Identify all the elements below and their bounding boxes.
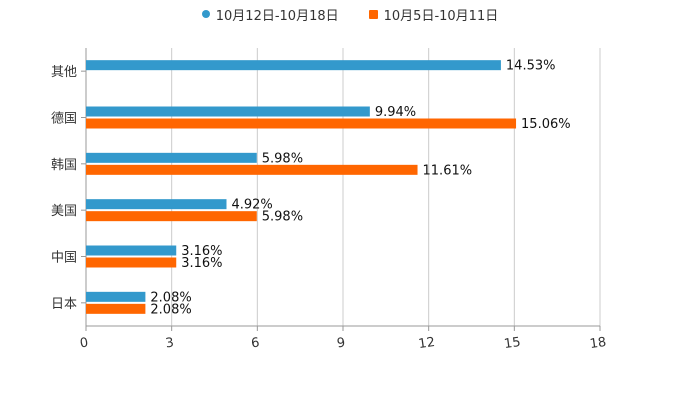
category-label-2: 韩国: [51, 158, 77, 173]
category-label-1: 德国: [51, 112, 77, 127]
data-label-s1-5: 2.08%: [150, 290, 191, 305]
data-label-s1-3: 4.92%: [231, 198, 272, 213]
bar-s1-1: [86, 106, 370, 117]
data-label-s1-2: 5.98%: [262, 151, 303, 166]
bar-s1-5: [86, 291, 146, 302]
x-tick-label-18: 18: [589, 335, 607, 352]
legend-marker-series-1: [201, 10, 210, 18]
bar-s1-3: [86, 199, 227, 210]
data-label-s2-2: 11.61%: [423, 163, 473, 178]
x-tick-label-3: 3: [165, 335, 175, 351]
data-label-s2-1: 15.06%: [521, 117, 571, 132]
category-label-5: 日本: [51, 297, 77, 312]
x-tick-label-9: 9: [336, 335, 346, 351]
x-tick-label-12: 12: [417, 335, 435, 352]
chart-legend: 10月12日-10月18日 10月5日-10月11日: [0, 4, 700, 24]
category-label-0: 其他: [51, 65, 77, 80]
bar-s2-1: [86, 118, 517, 129]
legend-item-series-2[interactable]: 10月5日-10月11日: [368, 5, 499, 24]
category-label-4: 中国: [51, 251, 77, 266]
bar-s2-2: [86, 164, 418, 175]
bar-s1-2: [86, 152, 257, 163]
data-label-s2-5: 2.08%: [150, 302, 191, 317]
data-label-s1-1: 9.94%: [375, 105, 416, 120]
bar-s2-5: [86, 303, 146, 314]
data-label-s1-0: 14.53%: [506, 59, 556, 74]
x-tick-label-0: 0: [79, 335, 89, 351]
legend-marker-series-2: [368, 9, 378, 19]
bar-s2-4: [86, 257, 177, 268]
legend-label-series-1: 10月12日-10月18日: [215, 8, 339, 24]
x-tick-label-15: 15: [503, 335, 521, 352]
data-label-s2-4: 3.16%: [181, 256, 222, 271]
legend-item-series-1[interactable]: 10月12日-10月18日: [201, 5, 339, 24]
x-tick-label-6: 6: [250, 335, 260, 351]
data-label-s1-4: 3.16%: [181, 244, 222, 259]
legend-label-series-2: 10月5日-10月11日: [383, 8, 499, 24]
bar-s1-4: [86, 245, 177, 256]
category-label-3: 美国: [51, 204, 77, 219]
bar-s1-0: [86, 60, 501, 71]
bar-s2-3: [86, 211, 257, 222]
data-label-s2-3: 5.98%: [262, 210, 303, 225]
